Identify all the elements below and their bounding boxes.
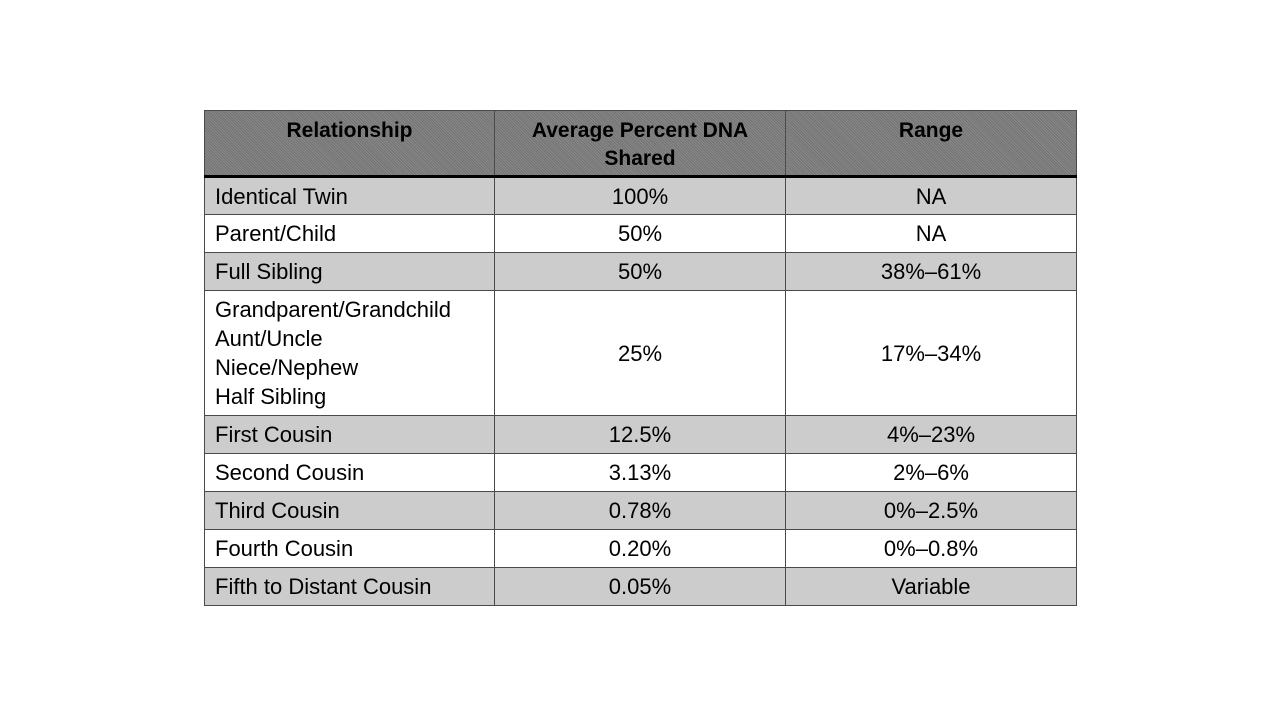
table-row: Fourth Cousin 0.20% 0%–0.8% xyxy=(204,529,1077,568)
table-row: Fifth to Distant Cousin 0.05% Variable xyxy=(204,567,1077,606)
table-header-row: Relationship Average Percent DNA Shared … xyxy=(204,110,1077,178)
cell-relationship: Parent/Child xyxy=(204,214,495,253)
table-row: Third Cousin 0.78% 0%–2.5% xyxy=(204,491,1077,530)
relationship-label: Full Sibling xyxy=(215,259,323,284)
table-row: Grandparent/Grandchild Aunt/Uncle Niece/Ne… xyxy=(204,290,1077,416)
table-body: Identical Twin 100% NA Parent/Child 50% NA Ful… xyxy=(204,176,1077,606)
cell-range: NA xyxy=(785,176,1077,215)
cell-relationship: Grandparent/Grandchild Aunt/Uncle Niece/Ne… xyxy=(204,290,495,416)
cell-average-percent: 100% xyxy=(494,176,786,215)
relationship-label: Aunt/Uncle xyxy=(215,326,323,351)
cell-relationship: Third Cousin xyxy=(204,491,495,530)
cell-average-percent: 50% xyxy=(494,252,786,291)
table-row: Second Cousin 3.13% 2%–6% xyxy=(204,453,1077,492)
relationship-label: Identical Twin xyxy=(215,183,348,209)
cell-range: 4%–23% xyxy=(785,415,1077,454)
relationship-label: First Cousin xyxy=(215,422,333,447)
cell-range: 2%–6% xyxy=(785,453,1077,492)
table-row: Parent/Child 50% NA xyxy=(204,214,1077,253)
cell-range: NA xyxy=(785,214,1077,253)
cell-range: 17%–34% xyxy=(785,290,1077,416)
relationship-label: Fourth Cousin xyxy=(215,536,354,561)
header-range: Range xyxy=(785,110,1077,178)
cell-average-percent: 12.5% xyxy=(494,415,786,454)
header-average-percent-dna-shared: Average Percent DNA Shared xyxy=(494,110,786,178)
relationship-label: Third Cousin xyxy=(215,498,340,523)
cell-average-percent: 0.20% xyxy=(494,529,786,568)
cell-average-percent: 0.78% xyxy=(494,491,786,530)
cell-average-percent: 3.13% xyxy=(494,453,786,492)
cell-range: 38%–61% xyxy=(785,252,1077,291)
cell-relationship: Second Cousin xyxy=(204,453,495,492)
dna-sharing-table: Relationship Average Percent DNA Shared … xyxy=(204,110,1077,606)
relationship-label: Second Cousin xyxy=(215,460,365,485)
relationship-label: Parent/Child xyxy=(215,221,337,246)
relationship-label: Grandparent/Grandchild xyxy=(215,297,452,322)
cell-relationship: Full Sibling xyxy=(204,252,495,291)
cell-relationship: First Cousin xyxy=(204,415,495,454)
header-relationship: Relationship xyxy=(204,110,495,178)
cell-range: Variable xyxy=(785,567,1077,606)
cell-range: 0%–2.5% xyxy=(785,491,1077,530)
table-row: First Cousin 12.5% 4%–23% xyxy=(204,415,1077,454)
cell-average-percent: 0.05% xyxy=(494,567,786,606)
cell-relationship: Fifth to Distant Cousin xyxy=(204,567,495,606)
cell-average-percent: 50% xyxy=(494,214,786,253)
cell-range: 0%–0.8% xyxy=(785,529,1077,568)
cell-relationship: Fourth Cousin xyxy=(204,529,495,568)
relationship-label: Half Sibling xyxy=(215,384,327,409)
table-row: Identical Twin 100% NA xyxy=(204,176,1077,215)
relationship-label: Fifth to Distant Cousin xyxy=(215,574,432,599)
relationship-label: Niece/Nephew xyxy=(215,355,359,380)
table-row: Full Sibling 50% 38%–61% xyxy=(204,252,1077,291)
cell-average-percent: 25% xyxy=(494,290,786,416)
cell-relationship: Identical Twin xyxy=(204,176,495,215)
